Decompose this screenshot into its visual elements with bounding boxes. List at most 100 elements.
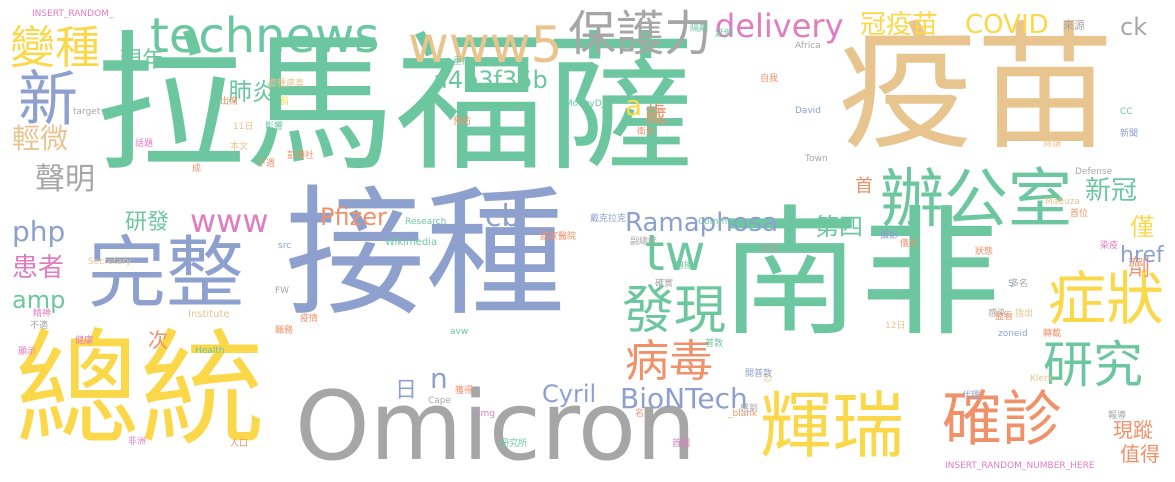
word-22-www: www bbox=[190, 202, 269, 240]
word-65-cape: Cape bbox=[428, 396, 452, 406]
word-13-covid: COVID bbox=[965, 10, 1049, 40]
word-63-institute: Institute bbox=[188, 309, 230, 320]
word-2-cjk: 接種 bbox=[285, 173, 566, 336]
word-44-href: href bbox=[1120, 243, 1164, 268]
word-14-cjk: 辦公室 bbox=[880, 163, 1072, 237]
word-57-africa: Africa bbox=[795, 41, 821, 51]
word-75-src: src bbox=[278, 241, 292, 251]
word-101-cjk: 影響 bbox=[265, 122, 284, 132]
word-98-cjk: 衛生 bbox=[637, 127, 656, 137]
word-34-cjk: 現年 bbox=[120, 48, 165, 73]
word-39-cjk: 日 bbox=[395, 378, 418, 403]
word-32-cjk: 聲明 bbox=[35, 162, 95, 197]
word-66-img: img bbox=[478, 409, 495, 419]
word-109-cjk: 指出 bbox=[1015, 309, 1034, 319]
word-55-target: target bbox=[73, 107, 101, 117]
word-38-n: n bbox=[430, 362, 448, 395]
word-111-cjk: 儀式 bbox=[900, 239, 919, 249]
word-123-cjk: 首位 bbox=[1070, 209, 1089, 219]
word-121-cjk: 確實 bbox=[655, 279, 674, 289]
word-106-cjk: 恐 bbox=[763, 374, 773, 384]
word-12-cjk: 冠疫苗 bbox=[860, 10, 939, 40]
word-79-12: 12日 bbox=[885, 321, 906, 331]
word-35-cjk: 研發 bbox=[125, 210, 170, 235]
word-86-cjk: 非洲 bbox=[128, 437, 147, 447]
word-82-cjk: 健康 bbox=[75, 336, 94, 346]
word-4-cjk: 總統 bbox=[15, 318, 265, 463]
word-105-cjk: 成 bbox=[192, 164, 202, 174]
word-76-blank: _blank bbox=[728, 409, 758, 419]
word-31-cjk: 輕微 bbox=[12, 122, 69, 155]
word-42-cjk: 僅 bbox=[1130, 213, 1154, 241]
word-128-cjk: 追蹤 bbox=[760, 244, 779, 254]
word-115-cjk: 感到 bbox=[740, 404, 759, 414]
word-27-biontech: BioNTech bbox=[620, 382, 748, 415]
word-24-php: php bbox=[12, 215, 66, 248]
word-29-a4b3f35b: a4b3f35b bbox=[433, 66, 548, 94]
word-113-cjk: 職務 bbox=[275, 326, 294, 336]
word-80-11: 11日 bbox=[233, 122, 254, 132]
word-45-cjk: 首 bbox=[855, 176, 873, 197]
word-54-moneydj: MoneyDJ bbox=[565, 99, 605, 109]
word-104-cjk: 話題 bbox=[135, 139, 154, 149]
word-78-s: S bbox=[1008, 279, 1014, 289]
word-122-cjk: 普敦 bbox=[705, 339, 724, 349]
word-69-town: Town bbox=[805, 154, 828, 164]
word-56-cjk: 來源 bbox=[1063, 19, 1085, 32]
word-9-www5: www5 bbox=[408, 16, 563, 74]
word-6-cjk: 完整 bbox=[88, 229, 245, 319]
word-47-a: a bbox=[625, 89, 643, 122]
word-96-cjk: 本文 bbox=[230, 142, 249, 152]
word-103-cjk: 延伸 bbox=[715, 29, 734, 39]
word-19-cjk: 發現 bbox=[622, 281, 727, 341]
word-117-cjk: 傳播 bbox=[675, 261, 694, 271]
word-120-cjk: 副總統 bbox=[630, 237, 658, 247]
word-60-wikimedia: Wikimedia bbox=[385, 237, 438, 248]
word-21-tw: tw bbox=[645, 224, 706, 282]
word-130-cjk: 名 bbox=[635, 409, 645, 419]
word-15-cjk: 輝瑞 bbox=[760, 384, 905, 468]
word-62-commons: Commons bbox=[698, 217, 744, 227]
word-72-zoneid: zoneid bbox=[998, 329, 1028, 339]
word-87-cjk: 研究所 bbox=[500, 439, 528, 449]
word-68-defense: Defense bbox=[1075, 167, 1113, 177]
word-67-secretary: Secretary bbox=[88, 257, 132, 267]
word-97-cjk: 預防 bbox=[453, 117, 472, 127]
word-94-cjk: 變種病毒 bbox=[268, 79, 305, 89]
word-51-cjk: 次 bbox=[148, 328, 168, 352]
word-127-cjk: 疫情 bbox=[300, 314, 319, 324]
word-70-klerk: Klerk bbox=[1030, 374, 1053, 384]
word-102-cjk: 重症 bbox=[453, 57, 472, 67]
word-7-technews: technews bbox=[150, 8, 380, 64]
word-93-cjk: 閱讀 bbox=[1043, 139, 1062, 149]
word-3-cjk: 南非 bbox=[720, 193, 1001, 356]
word-48-ck: ck bbox=[1120, 13, 1148, 41]
word-46-cjk: 歲 bbox=[645, 103, 668, 128]
word-99-cjk: 下週 bbox=[257, 159, 276, 169]
word-95-cjk: 出席 bbox=[220, 97, 239, 107]
word-90-cjk: 報導 bbox=[1108, 411, 1127, 421]
word-59-david: David bbox=[795, 106, 821, 116]
word-91-cjk: 隔離 bbox=[690, 24, 709, 34]
word-40-cjk: 第四 bbox=[815, 213, 863, 241]
word-112-cjk: 開普敦 bbox=[745, 369, 773, 379]
word-118-cjk: 戴克拉克 bbox=[590, 214, 627, 224]
word-30-cjk: 新 bbox=[18, 65, 78, 135]
word-83-cjk: 不適 bbox=[30, 321, 49, 331]
word-11-delivery: delivery bbox=[715, 7, 844, 45]
word-36-cjk: 患者 bbox=[12, 253, 65, 283]
word-114-cjk: 獲得 bbox=[455, 386, 474, 396]
word-92-cjk: 新聞 bbox=[1120, 129, 1139, 139]
word-0-cjk: 拉馬福薩 bbox=[95, 18, 696, 192]
word-49-cjk: 現蹤 bbox=[1113, 418, 1153, 442]
word-84-cjk: 顯示 bbox=[18, 347, 37, 357]
word-81-cjk: 精神 bbox=[33, 309, 52, 319]
word-17-cjk: 研究 bbox=[1043, 336, 1143, 394]
word-100-cjk: 彭博社 bbox=[287, 151, 315, 161]
word-125-cjk: 狀態 bbox=[975, 247, 994, 257]
word-124-cjk: 攝影 bbox=[880, 231, 899, 241]
word-88-cjk: 首圖 bbox=[672, 439, 691, 449]
word-18-cjk: 症狀 bbox=[1048, 265, 1165, 333]
word-61-research: Research bbox=[405, 217, 447, 227]
word-23-cb: cb bbox=[485, 199, 521, 234]
